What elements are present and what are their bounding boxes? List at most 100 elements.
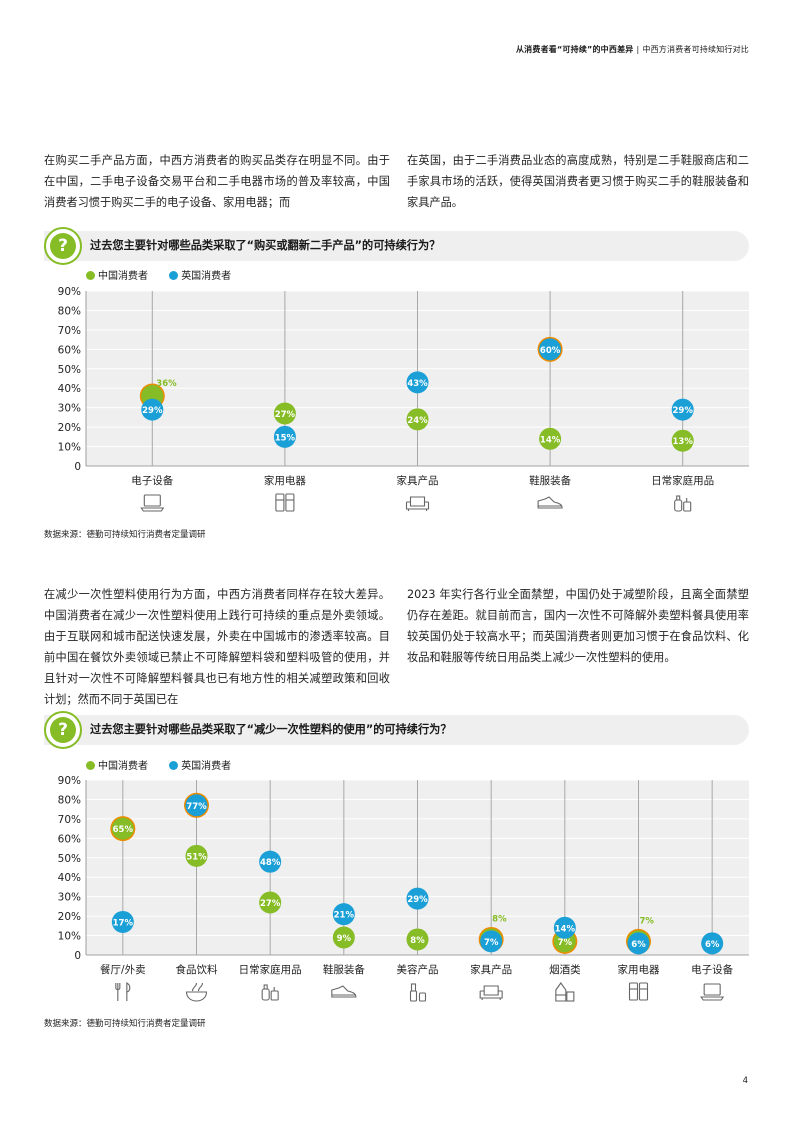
uk-point: 43% — [406, 371, 429, 394]
data-label: 7% — [558, 938, 573, 948]
data-label: 6% — [705, 940, 720, 950]
icon-shape — [270, 990, 279, 1001]
uk-point: 15% — [273, 425, 296, 448]
icon-shape — [638, 982, 649, 1001]
page-number: 4 — [742, 1076, 748, 1086]
point-marker — [671, 398, 694, 421]
legend-label-uk: 英国消费者 — [181, 761, 232, 772]
y-tick-label: 10% — [58, 442, 81, 454]
icon-shape — [555, 982, 567, 1002]
header-subtitle: 中西方消费者可持续知行对比 — [642, 45, 749, 54]
legend-label-china: 中国消费者 — [98, 761, 148, 772]
icon-shape — [628, 982, 639, 1001]
data-label: 6% — [631, 940, 646, 950]
data-label: 14% — [540, 435, 561, 445]
legend-dot-uk — [169, 271, 179, 280]
data-label: 8% — [410, 936, 425, 946]
section1-question-bar: ? 过去您主要针对哪些品类采取了“购买或翻新二手产品”的可持续行为？ — [44, 227, 749, 265]
point-marker — [406, 371, 429, 394]
question-icon: ? — [44, 711, 82, 749]
uk-point: 17% — [111, 910, 134, 933]
chart2-legend: 中国消费者 英国消费者 — [86, 757, 249, 772]
icon-shape — [410, 983, 417, 992]
point-marker — [111, 817, 134, 840]
point-marker — [539, 427, 562, 450]
icon-shape — [191, 982, 204, 992]
y-tick-label: 80% — [58, 305, 81, 317]
point-marker — [332, 926, 355, 949]
section2-paragraph-right: 2023 年实行各行业全面禁塑，中国仍处于减塑阶段，且离全面禁塑仍存在差距。就目… — [407, 588, 749, 664]
section2-question-bar: ? 过去您主要针对哪些品类采取了“减少一次性塑料的使用”的可持续行为？ — [44, 711, 749, 749]
data-label: 29% — [407, 895, 428, 905]
question-icon: ? — [44, 227, 82, 265]
uk-point: 48% — [259, 850, 282, 873]
y-tick-label: 50% — [58, 364, 81, 376]
icon-shape — [261, 988, 270, 1001]
legend-item-uk: 英国消费者 — [169, 757, 231, 772]
china-point: 8% — [406, 928, 429, 951]
y-tick-label: 0 — [74, 461, 81, 473]
section1-paragraph-right: 在英国，由于二手消费品业态的高度成熟，特别是二手鞋服商店和二手家具市场的活跃，使… — [407, 154, 749, 209]
x-tick-label: 日常家庭用品 — [239, 963, 302, 976]
point-marker — [259, 891, 282, 914]
data-label: 60% — [540, 346, 561, 356]
icon-shape — [703, 983, 721, 996]
sneaker-icon — [331, 985, 357, 998]
y-tick-label: 90% — [58, 286, 81, 298]
icon-shape — [275, 493, 285, 512]
x-tick-label: 食品饮料 — [176, 963, 218, 976]
uk-point: 77% — [184, 792, 209, 818]
x-tick-label: 烟酒类 — [549, 963, 581, 976]
point-marker — [671, 429, 694, 452]
icon-shape — [115, 983, 121, 1001]
appliance-icon — [275, 493, 295, 512]
page-header: 从消费者看“可持续”的中西差异 | 中西方消费者可持续知行对比 — [516, 44, 749, 55]
icon-shape — [185, 991, 208, 1002]
data-label: 77% — [186, 802, 207, 812]
point-marker — [553, 916, 576, 939]
x-tick-label: 家具产品 — [397, 474, 439, 487]
cosmetics-icon — [409, 983, 427, 1002]
data-label: 29% — [142, 406, 163, 416]
icon-shape — [285, 493, 295, 512]
utensils-icon — [115, 982, 131, 1001]
china-point: 51% — [185, 844, 208, 867]
data-label: 14% — [555, 924, 576, 934]
icon-shape — [676, 495, 681, 501]
x-tick-label: 电子设备 — [131, 474, 173, 487]
china-point: 13% — [671, 429, 694, 452]
bottle-icon — [261, 984, 279, 1001]
data-label: 65% — [113, 825, 134, 835]
y-tick-label: 0 — [74, 950, 81, 962]
legend-dot-uk — [169, 761, 179, 770]
y-tick-label: 80% — [58, 794, 81, 806]
section1-question: 过去您主要针对哪些品类采取了“购买或翻新二手产品”的可持续行为？ — [90, 239, 441, 252]
point-marker — [259, 850, 282, 873]
uk-point: 21% — [332, 903, 355, 926]
uk-point: 60% — [537, 336, 563, 362]
icon-shape — [140, 507, 165, 512]
point-marker — [273, 425, 296, 448]
bowl-icon — [185, 982, 208, 1002]
sofa-icon — [479, 985, 503, 1000]
chart2-svg: 0 10% 20% 30% 40% 50% 60% 70% 80% 90% 餐厅/外卖 食品饮料 日常家… — [58, 775, 749, 1002]
data-label: 7% — [640, 916, 655, 926]
legend-label-uk: 英国消费者 — [181, 271, 232, 282]
chart1-legend: 中国消费者 英国消费者 — [86, 267, 249, 282]
point-marker — [111, 910, 134, 933]
x-tick-label: 家用电器 — [264, 474, 306, 487]
point-marker — [406, 887, 429, 910]
data-label: 48% — [260, 858, 281, 868]
y-tick-label: 90% — [58, 775, 81, 787]
icon-shape — [418, 992, 427, 1002]
data-label: 27% — [260, 899, 281, 909]
y-tick-label: 70% — [58, 325, 81, 337]
y-tick-label: 50% — [58, 853, 81, 865]
china-point: 65% — [110, 816, 136, 842]
data-label: 8% — [492, 914, 507, 924]
data-label: 29% — [673, 406, 694, 416]
header-separator: | — [636, 45, 640, 54]
header-title: 从消费者看“可持续”的中西差异 — [515, 45, 634, 54]
data-label: 43% — [407, 379, 428, 389]
y-tick-label: 30% — [58, 403, 81, 415]
